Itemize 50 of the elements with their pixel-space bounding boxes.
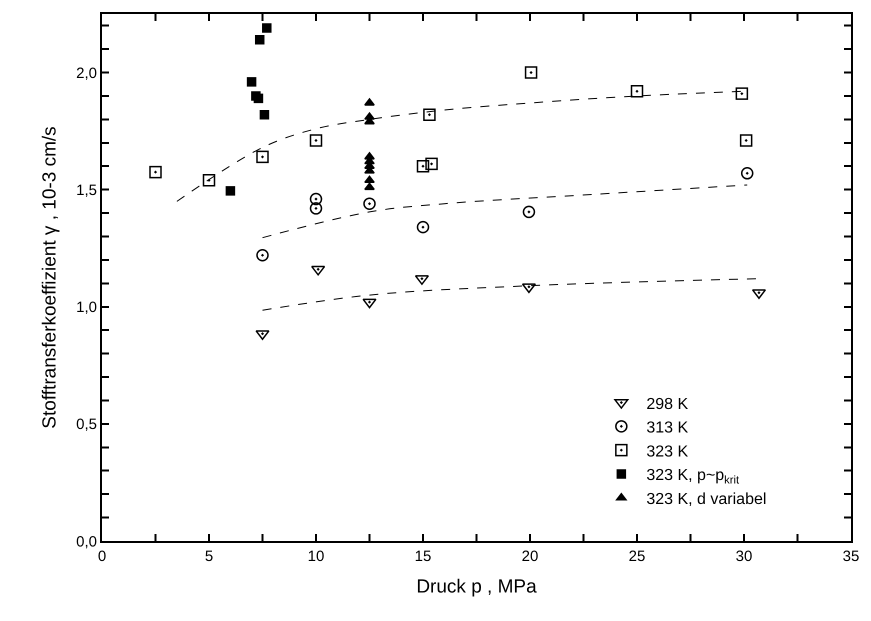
point: [364, 176, 375, 184]
point: [262, 23, 272, 33]
legend-label: 313 K: [646, 420, 688, 437]
point: [364, 182, 375, 190]
point: [254, 35, 264, 45]
point: [363, 197, 376, 210]
point: [310, 192, 322, 206]
y-tick-label: 1,5: [76, 182, 97, 199]
point: [416, 220, 430, 234]
x-tick-label: 5: [204, 548, 214, 565]
point: [202, 174, 216, 187]
point: [246, 77, 256, 87]
point: [740, 167, 754, 180]
point: [311, 266, 326, 276]
x-tick-label: 25: [628, 548, 646, 565]
point: [254, 94, 264, 104]
point: [416, 160, 430, 172]
point: [522, 206, 536, 218]
point: [149, 166, 162, 178]
y-axis-title: Stofftransferkoeffizient γ , 10-3 cm/s: [39, 126, 60, 429]
legend-label: 323 K: [646, 443, 688, 460]
point: [256, 249, 269, 262]
point: [226, 186, 236, 196]
line-series: [262, 184, 748, 238]
point: [364, 98, 375, 106]
y-tick-label: 0,5: [76, 416, 97, 434]
point: [425, 158, 438, 170]
x-axis-title: Druck p , MPa: [416, 576, 538, 598]
point: [522, 283, 536, 294]
legend-label: 323 K, d variabel: [646, 490, 766, 508]
y-tick-label: 2,0: [76, 64, 97, 82]
legend-label: 323 K, p~p$_{krit}$: [646, 467, 740, 487]
point: [256, 150, 269, 164]
y-tick-label: 1,0: [76, 299, 97, 316]
point: [310, 202, 322, 215]
x-tick-label: 35: [842, 548, 860, 565]
x-tick-label: 30: [736, 548, 752, 565]
point: [310, 134, 322, 147]
x-tick-label: 10: [308, 548, 324, 565]
point: [630, 85, 644, 98]
x-tick-label: 0: [98, 548, 106, 565]
point: [524, 66, 538, 79]
point: [736, 87, 748, 100]
x-tick-label: 20: [522, 548, 538, 565]
point: [260, 110, 270, 120]
point: [423, 108, 436, 121]
legend-label: 298 K: [646, 396, 688, 413]
y-tick-label: 0,0: [76, 533, 97, 550]
point: [740, 134, 752, 147]
x-tick-label: 15: [414, 548, 432, 565]
